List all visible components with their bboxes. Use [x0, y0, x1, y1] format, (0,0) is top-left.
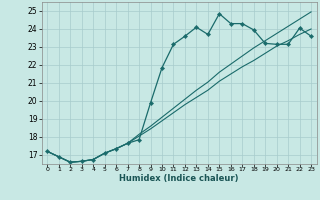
X-axis label: Humidex (Indice chaleur): Humidex (Indice chaleur): [119, 174, 239, 183]
